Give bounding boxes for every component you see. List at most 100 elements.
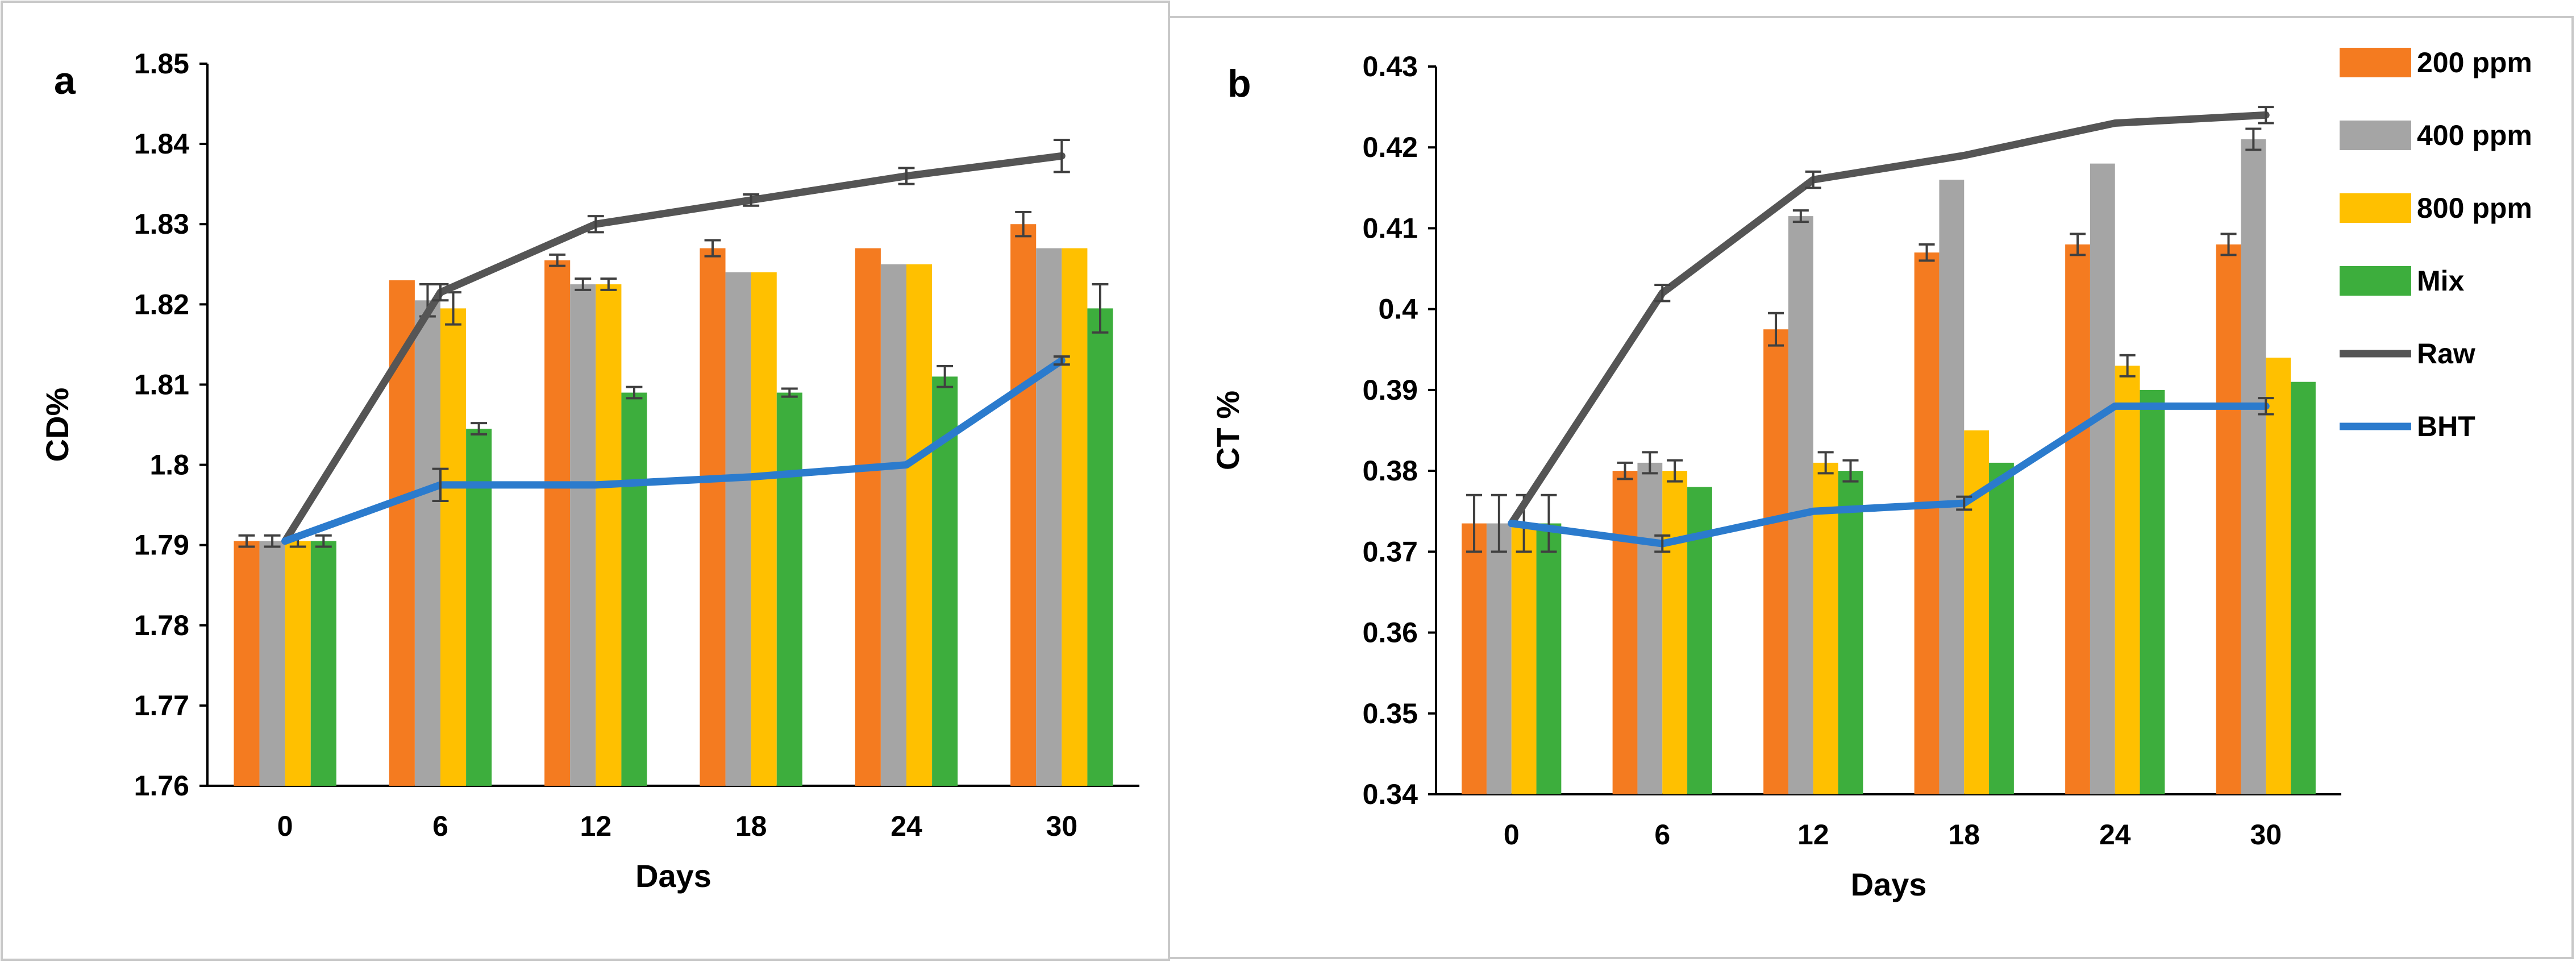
legend: 200 ppm 400 ppm 800 ppm Mix Raw BHT [2340,47,2532,442]
bar-200-ppm [2065,244,2090,794]
line-raw [1508,111,2270,528]
y-tick-label: 0.37 [1363,536,1418,567]
legend-label-raw: Raw [2417,338,2475,370]
bar-400-ppm [2090,163,2115,795]
legend-swatch-200-ppm [2340,48,2411,77]
bar-200-ppm [700,248,726,786]
y-tick-label: 1.85 [134,48,189,80]
point-bht [283,539,287,543]
y-tick-label: 1.83 [134,208,189,240]
bar-mix [1087,308,1113,786]
y-tick-label: 1.79 [134,529,189,561]
bar-400-ppm [259,541,285,786]
bar-mix [1989,462,2014,794]
bar-400-ppm [2241,139,2266,794]
bar-mix [310,541,336,786]
y-axis-title: CD% [39,388,75,462]
y-tick-label: 0.4 [1378,293,1418,325]
x-tick-label: 18 [1948,819,1980,851]
y-tick-label: 0.34 [1363,778,1418,810]
bar-800-ppm [1964,430,1990,794]
bar-mix [1838,471,1863,794]
x-tick-label: 0 [277,810,293,842]
bar-400-ppm [570,284,596,786]
bar-800-ppm [1813,462,1838,794]
point-bht [594,483,598,487]
chart-b: 0.34 0.35 0.36 0.37 0.38 0.39 0.4 0.41 0.42 0.43 0… [1210,51,2341,902]
bar-800-ppm [2266,358,2291,794]
y-tick-label: 0.39 [1363,374,1418,406]
x-tick-label: 24 [2099,819,2131,851]
point-raw [2113,121,2117,125]
bar-400-ppm [414,300,440,786]
bar-mix [2140,389,2165,794]
bar-800-ppm [2115,366,2140,794]
bar-200-ppm [234,541,260,786]
y-tick-label: 1.76 [134,770,189,802]
point-bht [749,475,753,479]
bar-400-ppm [1486,523,1512,794]
y-tick-label: 0.41 [1363,212,1418,244]
legend-label-800-ppm: 800 ppm [2417,192,2532,224]
x-tick-label: 24 [890,810,922,842]
legend-label-400-ppm: 400 ppm [2417,119,2532,151]
bar-400-ppm [1637,462,1663,794]
legend-swatch-800-ppm [2340,193,2411,223]
bar-200-ppm [1612,471,1638,794]
bar-200-ppm [1914,252,1940,795]
x-tick-label: 30 [1046,810,1078,842]
legend-swatch-mix [2340,266,2411,296]
bar-200-ppm [855,248,881,786]
legend-label-200-ppm: 200 ppm [2417,47,2532,78]
chart-a: 1.76 1.77 1.78 1.79 1.8 1.81 1.82 1.83 1.84 1.85 0… [39,48,1139,894]
bar-800-ppm [285,541,311,786]
x-tick-label: 6 [432,810,448,842]
panel-b-letter: b [1227,62,1251,105]
y-tick-label: 0.43 [1363,51,1418,82]
x-tick-label: 12 [580,810,612,842]
x-axis-title: Days [635,858,711,894]
bar-400-ppm [1036,248,1062,786]
y-tick-label: 0.35 [1363,698,1418,729]
y-tick-label: 1.8 [149,449,189,481]
y-tick-label: 0.42 [1363,131,1418,163]
bar-mix [621,392,647,786]
legend-label-bht: BHT [2417,411,2475,442]
bar-200-ppm [1462,523,1487,794]
y-tick-label: 1.78 [134,610,189,641]
point-bht [2113,404,2117,408]
line-bht [1508,402,2270,548]
bar-mix [776,392,802,786]
x-tick-label: 30 [2250,819,2282,851]
bar-200-ppm [544,260,571,786]
y-tick-label: 1.84 [134,128,190,160]
x-tick-label: 12 [1797,819,1829,851]
bar-400-ppm [1939,180,1965,795]
bar-mix [1536,523,1562,794]
bar-200-ppm [1010,224,1037,786]
bar-800-ppm [440,308,467,786]
bar-200-ppm [2216,244,2241,794]
bar-mix [2291,382,2316,794]
bar-400-ppm [1788,216,1813,795]
point-raw [1962,154,1966,157]
bar-800-ppm [906,264,933,786]
y-tick-label: 1.82 [134,288,189,320]
bar-800-ppm [596,284,622,786]
bar-800-ppm [751,272,777,786]
point-bht [1811,509,1815,513]
line-bht [281,356,1066,545]
point-bht [905,463,908,467]
x-tick-label: 0 [1504,819,1520,851]
bar-800-ppm [1662,471,1688,794]
bar-800-ppm [1062,248,1088,786]
y-tick-label: 0.36 [1363,617,1418,649]
y-tick-label: 1.77 [134,690,189,722]
y-tick-label: 0.38 [1363,455,1418,487]
point-bht [1509,521,1513,525]
bar-800-ppm [1511,523,1537,794]
x-axis-title: Days [1851,867,1927,902]
y-tick-label: 1.81 [134,368,189,400]
panel-a-letter: a [54,59,76,102]
